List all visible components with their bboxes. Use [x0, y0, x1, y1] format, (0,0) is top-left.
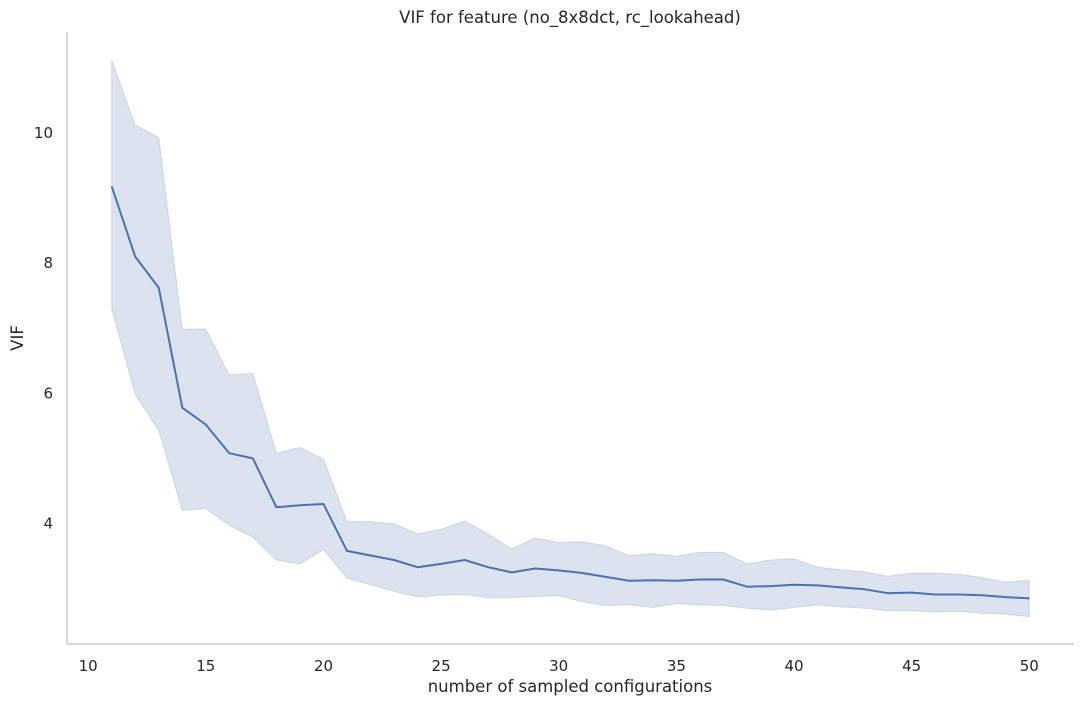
confidence-band: [111, 59, 1030, 618]
x-tick-label: 25: [432, 657, 451, 675]
x-tick-label: 10: [79, 657, 98, 675]
y-tick-label: 4: [43, 515, 53, 533]
x-tick-label: 15: [196, 657, 215, 675]
vif-mean-line: [110, 185, 1030, 600]
x-tick-label: 45: [902, 657, 921, 675]
x-tick-label: 50: [1020, 657, 1039, 675]
x-tick-label: 20: [314, 657, 333, 675]
y-tick-label: 10: [34, 124, 53, 142]
y-axis-ticks: 4 6 8 10: [34, 124, 53, 533]
x-tick-label: 30: [549, 657, 568, 675]
plot-area: [110, 59, 1030, 618]
x-tick-label: 40: [784, 657, 803, 675]
y-tick-label: 6: [43, 384, 53, 402]
y-tick-label: 8: [43, 254, 53, 272]
x-axis-title: number of sampled configurations: [428, 677, 713, 696]
x-tick-label: 35: [667, 657, 686, 675]
x-axis-ticks: 10 15 20 25 30 35 40 45 50: [79, 657, 1039, 675]
y-axis-title: VIF: [8, 325, 27, 351]
chart-title: VIF for feature (no_8x8dct, rc_lookahead…: [399, 8, 741, 28]
